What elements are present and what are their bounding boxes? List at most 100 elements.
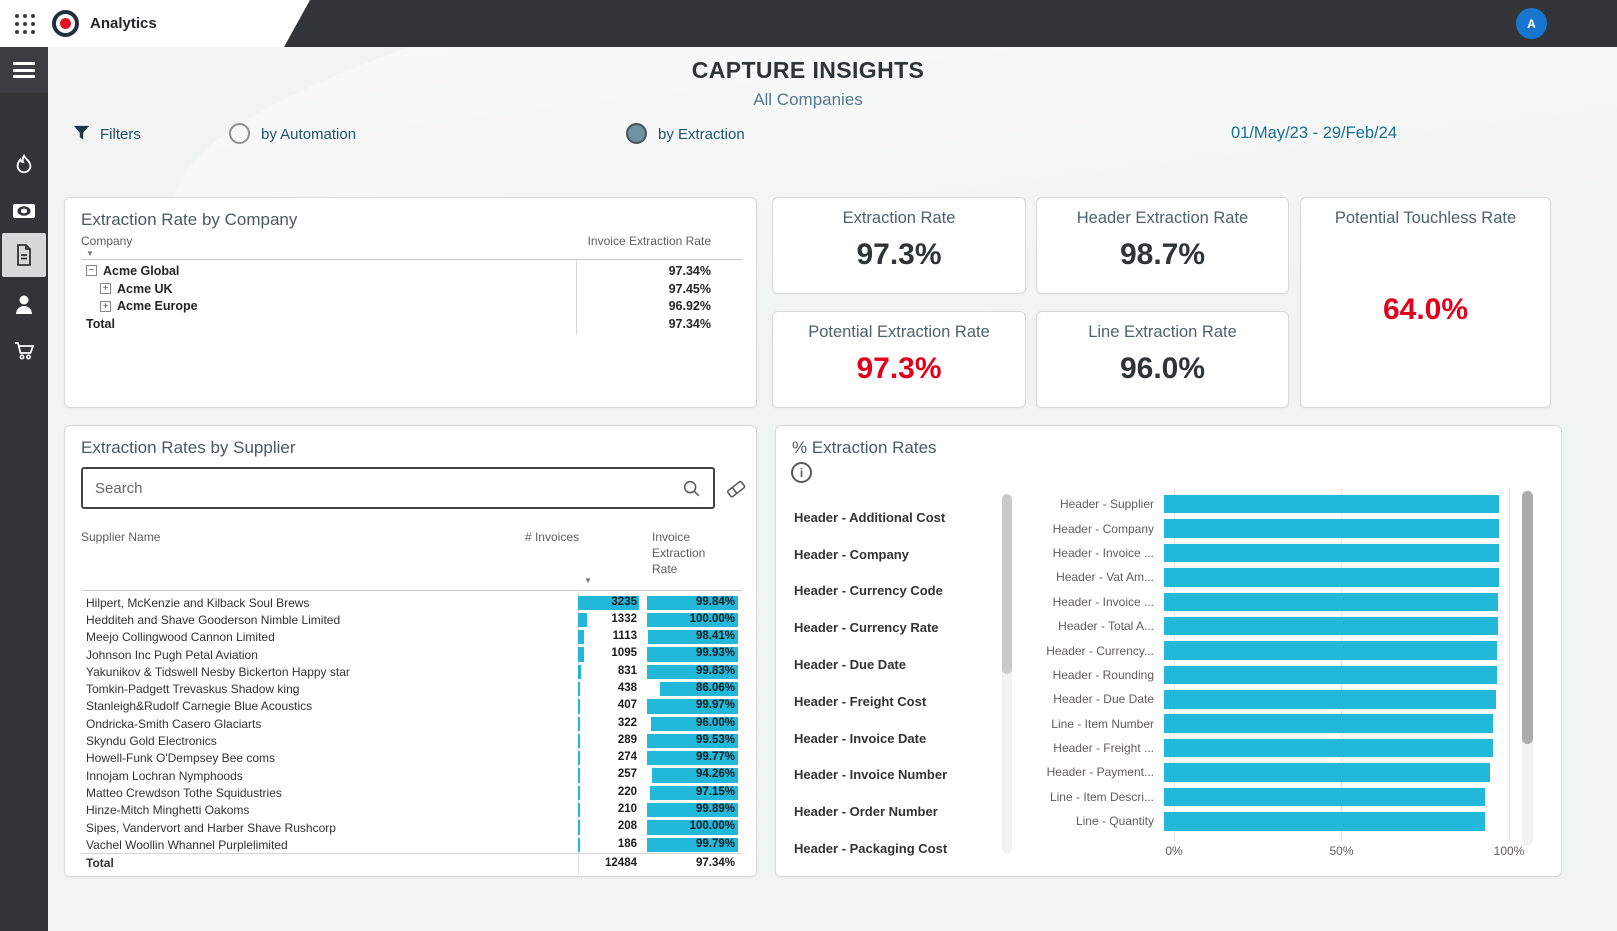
chart-bar[interactable] — [1164, 543, 1499, 563]
sidebar-item-documents[interactable] — [2, 233, 46, 277]
date-range[interactable]: 01/May/23 - 29/Feb/24 — [1230, 124, 1397, 142]
collapse-icon[interactable] — [86, 265, 97, 277]
company-table-row[interactable]: Acme Europe 96.92% — [81, 298, 742, 316]
sort-caret-icon[interactable]: ▼ — [86, 249, 94, 258]
expand-icon[interactable] — [100, 283, 111, 295]
invoice-rate-column-header[interactable]: Invoice Extraction Rate — [652, 530, 706, 576]
radio-by-automation[interactable] — [229, 123, 250, 144]
field-list-item[interactable]: Header - Invoice Number — [794, 767, 948, 783]
sidebar-item-users[interactable] — [0, 281, 48, 327]
invoices-column-header[interactable]: # Invoices — [524, 530, 579, 544]
supplier-table-row[interactable]: Stanleigh&Rudolf Carnegie Blue Acoustics… — [81, 698, 742, 715]
bar-chart: Header - Supplier Header - Company Header … — [1016, 492, 1516, 833]
chart-category-label: Header - Rounding — [1052, 667, 1154, 682]
field-list-item[interactable]: Header - Currency Rate — [794, 620, 939, 636]
invoices-value: 220 — [617, 785, 637, 798]
invoices-data-bar — [578, 768, 580, 783]
chart-bar[interactable] — [1164, 592, 1499, 611]
company-table-row[interactable]: Acme UK 97.45% — [81, 280, 742, 298]
supplier-table-row[interactable]: Sipes, Vandervort and Harber Shave Rushc… — [81, 819, 742, 836]
scrollbar-thumb[interactable] — [1002, 494, 1012, 674]
invoices-value: 1332 — [611, 612, 637, 625]
rate-value: 86.06% — [695, 681, 735, 694]
chart-bar[interactable] — [1164, 568, 1499, 587]
field-list-item[interactable]: Header - Invoice Date — [794, 730, 927, 746]
eraser-icon[interactable] — [723, 477, 749, 501]
kpi-title: Extraction Rate — [842, 209, 956, 227]
chart-bar[interactable] — [1164, 714, 1494, 733]
supplier-table-row[interactable]: Howell-Funk O'Dempsey Bee coms 274 99.77% — [81, 750, 742, 767]
supplier-name: Vachel Woollin Whannel Purplelimited — [86, 837, 288, 852]
supplier-table-row[interactable]: Innojam Lochran Nymphoods 257 94.26% — [81, 767, 742, 784]
search-input[interactable] — [95, 469, 655, 507]
supplier-table-row[interactable]: Yakunikov & Tidswell Nesby Bickerton Hap… — [81, 663, 742, 680]
search-icon[interactable] — [681, 478, 703, 500]
chart-category-label: Header - Vat Am... — [1056, 570, 1154, 585]
expand-icon[interactable] — [100, 300, 111, 312]
field-list-item[interactable]: Header - Due Date — [794, 657, 906, 673]
supplier-table-row[interactable]: Skyndu Gold Electronics 289 99.53% — [81, 732, 742, 749]
chart-bar[interactable] — [1164, 616, 1498, 636]
app-name: Analytics — [90, 15, 157, 32]
chart-category-row: Header - Freight ... — [1016, 736, 1516, 760]
gridline-50 — [1341, 489, 1342, 841]
sidebar-item-flame[interactable] — [0, 141, 48, 187]
field-list-item[interactable]: Header - Order Number — [794, 804, 938, 820]
company-table-row[interactable]: Total 97.34% — [81, 315, 742, 333]
invoices-value: 831 — [617, 664, 637, 677]
field-list-item[interactable]: Header - Additional Cost — [794, 509, 946, 525]
chart-bar[interactable] — [1164, 690, 1496, 709]
cart-icon — [15, 342, 35, 360]
supplier-table-row[interactable]: Matteo Crewdson Tothe Squidustries 220 97.… — [81, 784, 742, 801]
company-table-header: Company Invoice Extraction Rate — [81, 234, 742, 248]
chart-bar[interactable] — [1164, 763, 1490, 782]
field-list-item[interactable]: Header - Currency Code — [794, 583, 943, 599]
company-column-header[interactable]: Company — [81, 234, 133, 248]
invoices-value: 1095 — [611, 647, 637, 660]
supplier-table-row[interactable]: Vachel Woollin Whannel Purplelimited 186 9… — [81, 836, 742, 853]
invoice-rate-column-header[interactable]: Invoice Extraction Rate — [587, 234, 711, 248]
chart-bar[interactable] — [1164, 494, 1499, 514]
supplier-table-row[interactable]: Tomkin-Padgett Trevaskus Shadow king 438 8… — [81, 680, 742, 697]
chart-bar[interactable] — [1164, 738, 1493, 758]
rate-value: 99.53% — [695, 733, 735, 746]
sort-caret-icon[interactable]: ▼ — [584, 576, 592, 585]
supplier-table-row[interactable]: Johnson Inc Pugh Petal Aviation 1095 99.93… — [81, 646, 742, 663]
sidebar-item-purchasing[interactable] — [0, 327, 48, 373]
chart-scrollbar[interactable] — [1522, 489, 1533, 846]
field-list-item[interactable]: Header - Packaging Cost — [794, 841, 948, 857]
sidebar-item-cash[interactable] — [0, 188, 48, 234]
company-table-row[interactable]: Acme Global 97.34% — [81, 262, 742, 280]
chart-bar[interactable] — [1164, 641, 1498, 660]
invoices-value: 210 — [617, 803, 637, 816]
chart-bar[interactable] — [1164, 812, 1486, 831]
user-avatar[interactable]: A — [1516, 8, 1547, 39]
supplier-name: Tomkin-Padgett Trevaskus Shadow king — [86, 682, 300, 697]
filters-label[interactable]: Filters — [100, 126, 141, 143]
field-list-scrollbar[interactable] — [1002, 494, 1012, 854]
radio-by-extraction[interactable] — [626, 123, 647, 144]
supplier-table-row[interactable]: Hilpert, McKenzie and Kilback Soul Brews… — [81, 594, 742, 611]
chart-bar[interactable] — [1164, 665, 1497, 685]
chart-category-row: Header - Payment... — [1016, 760, 1516, 784]
chart-category-row: Header - Vat Am... — [1016, 565, 1516, 589]
supplier-table-row[interactable]: Meejo Collingwood Cannon Limited 1113 98.4… — [81, 629, 742, 646]
field-list-item[interactable]: Header - Company — [794, 546, 909, 562]
chart-category-label: Header - Currency... — [1046, 643, 1154, 658]
info-icon[interactable]: i — [791, 462, 812, 483]
chart-category-label: Line - Item Descri... — [1049, 789, 1154, 804]
radio-by-automation-label[interactable]: by Automation — [261, 126, 357, 143]
chart-bar[interactable] — [1164, 787, 1485, 807]
supplier-table-row[interactable]: Hinze-Mitch Minghetti Oakoms 210 99.89% — [81, 802, 742, 819]
radio-by-extraction-label[interactable]: by Extraction — [658, 126, 745, 143]
field-list-item[interactable]: Header - Freight Cost — [794, 693, 927, 709]
supplier-name-column-header[interactable]: Supplier Name — [81, 530, 161, 544]
supplier-table-row[interactable]: Hedditeh and Shave Gooderson Nimble Limi… — [81, 611, 742, 628]
sidebar — [0, 47, 48, 931]
scrollbar-thumb[interactable] — [1522, 491, 1533, 744]
chart-bar[interactable] — [1164, 519, 1499, 538]
menu-icon[interactable] — [0, 47, 48, 93]
supplier-table-row[interactable]: Ondricka-Smith Casero Glaciarts 322 96.00% — [81, 715, 742, 732]
app-grid-icon[interactable] — [15, 14, 35, 34]
